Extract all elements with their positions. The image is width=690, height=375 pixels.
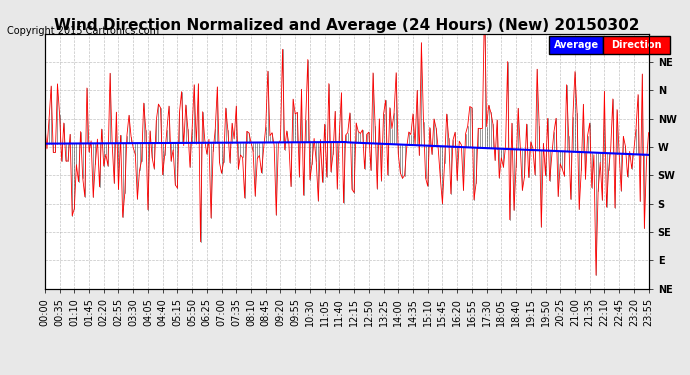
Title: Wind Direction Normalized and Average (24 Hours) (New) 20150302: Wind Direction Normalized and Average (2… bbox=[54, 18, 640, 33]
Text: Direction: Direction bbox=[611, 40, 662, 50]
Text: Copyright 2015 Cartronics.com: Copyright 2015 Cartronics.com bbox=[7, 26, 159, 36]
FancyBboxPatch shape bbox=[603, 36, 670, 54]
FancyBboxPatch shape bbox=[549, 36, 603, 54]
Text: Average: Average bbox=[553, 40, 599, 50]
